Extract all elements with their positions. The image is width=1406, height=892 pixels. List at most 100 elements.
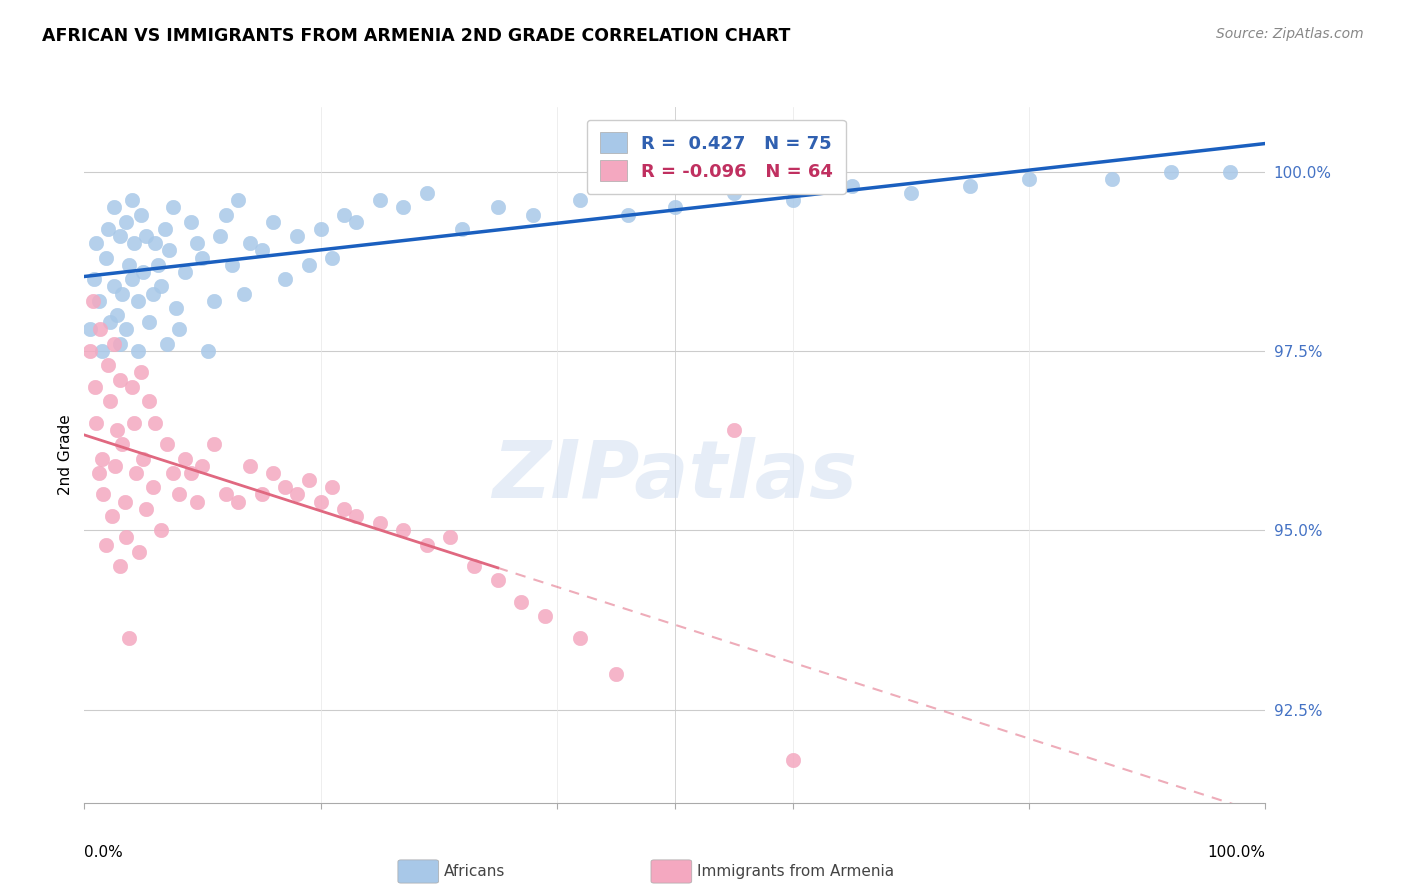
Point: [202, 437, 225, 451]
Point: [344, 508, 367, 523]
Point: [91, 451, 114, 466]
Point: [368, 194, 391, 208]
Point: [114, 530, 136, 544]
Point: [782, 194, 804, 208]
Point: [510, 595, 533, 609]
Point: [108, 336, 131, 351]
Point: [114, 215, 136, 229]
Text: 100.0%: 100.0%: [1208, 845, 1265, 860]
Point: [250, 487, 273, 501]
Point: [142, 480, 165, 494]
Point: [103, 336, 125, 351]
Point: [344, 215, 367, 229]
Point: [416, 186, 439, 200]
Point: [97, 358, 120, 372]
Point: [232, 286, 254, 301]
Point: [121, 380, 143, 394]
Point: [197, 343, 219, 358]
Point: [111, 437, 134, 451]
Point: [107, 423, 129, 437]
Point: [82, 293, 104, 308]
Point: [125, 466, 148, 480]
Point: [107, 308, 129, 322]
Point: [1219, 164, 1241, 178]
Point: [274, 272, 297, 286]
Point: [162, 466, 184, 480]
Point: [616, 208, 638, 222]
Legend: R =  0.427   N = 75, R = -0.096   N = 64: R = 0.427 N = 75, R = -0.096 N = 64: [586, 120, 845, 194]
Point: [84, 236, 107, 251]
Point: [89, 322, 111, 336]
Point: [128, 545, 150, 559]
Point: [298, 258, 321, 272]
Point: [167, 487, 190, 501]
Point: [1160, 164, 1182, 178]
Point: [91, 487, 114, 501]
Point: [262, 466, 284, 480]
Point: [186, 236, 208, 251]
Point: [486, 574, 509, 588]
Point: [162, 201, 184, 215]
Point: [103, 201, 125, 215]
Point: [202, 293, 225, 308]
Point: [87, 466, 110, 480]
Point: [215, 208, 238, 222]
Point: [723, 423, 745, 437]
Point: [142, 286, 165, 301]
Point: [98, 394, 121, 409]
Point: [186, 494, 208, 508]
Text: Africans: Africans: [444, 864, 506, 879]
Point: [118, 258, 141, 272]
Point: [127, 293, 149, 308]
Point: [522, 208, 544, 222]
Point: [605, 666, 627, 681]
Point: [298, 473, 321, 487]
Point: [959, 178, 981, 193]
Point: [129, 208, 152, 222]
Point: [250, 244, 273, 258]
Point: [285, 487, 308, 501]
Point: [173, 265, 195, 279]
Point: [841, 178, 863, 193]
Point: [129, 366, 152, 380]
Point: [143, 236, 166, 251]
Point: [173, 451, 195, 466]
Point: [664, 201, 686, 215]
Point: [94, 538, 117, 552]
Point: [368, 516, 391, 530]
Point: [108, 559, 131, 574]
Point: [167, 322, 190, 336]
Point: [274, 480, 297, 494]
Point: [150, 279, 173, 293]
Point: [127, 343, 149, 358]
Point: [146, 258, 169, 272]
Point: [138, 394, 160, 409]
Point: [121, 272, 143, 286]
Point: [100, 508, 122, 523]
Point: [79, 343, 101, 358]
Text: ZIPatlas: ZIPatlas: [492, 437, 858, 515]
Point: [108, 373, 131, 387]
Point: [91, 343, 114, 358]
Point: [534, 609, 557, 624]
Point: [321, 251, 343, 265]
Text: Immigrants from Armenia: Immigrants from Armenia: [697, 864, 894, 879]
Point: [309, 494, 332, 508]
Text: 0.0%: 0.0%: [84, 845, 124, 860]
Point: [132, 451, 155, 466]
Point: [122, 416, 145, 430]
Point: [1018, 171, 1040, 186]
Point: [111, 286, 134, 301]
Point: [285, 229, 308, 244]
Point: [209, 229, 232, 244]
Point: [782, 753, 804, 767]
Point: [900, 186, 922, 200]
Point: [156, 437, 179, 451]
Point: [333, 501, 356, 516]
Y-axis label: 2nd Grade: 2nd Grade: [58, 415, 73, 495]
Point: [392, 201, 415, 215]
Point: [156, 336, 179, 351]
Point: [239, 458, 262, 473]
Point: [723, 186, 745, 200]
Point: [239, 236, 262, 251]
